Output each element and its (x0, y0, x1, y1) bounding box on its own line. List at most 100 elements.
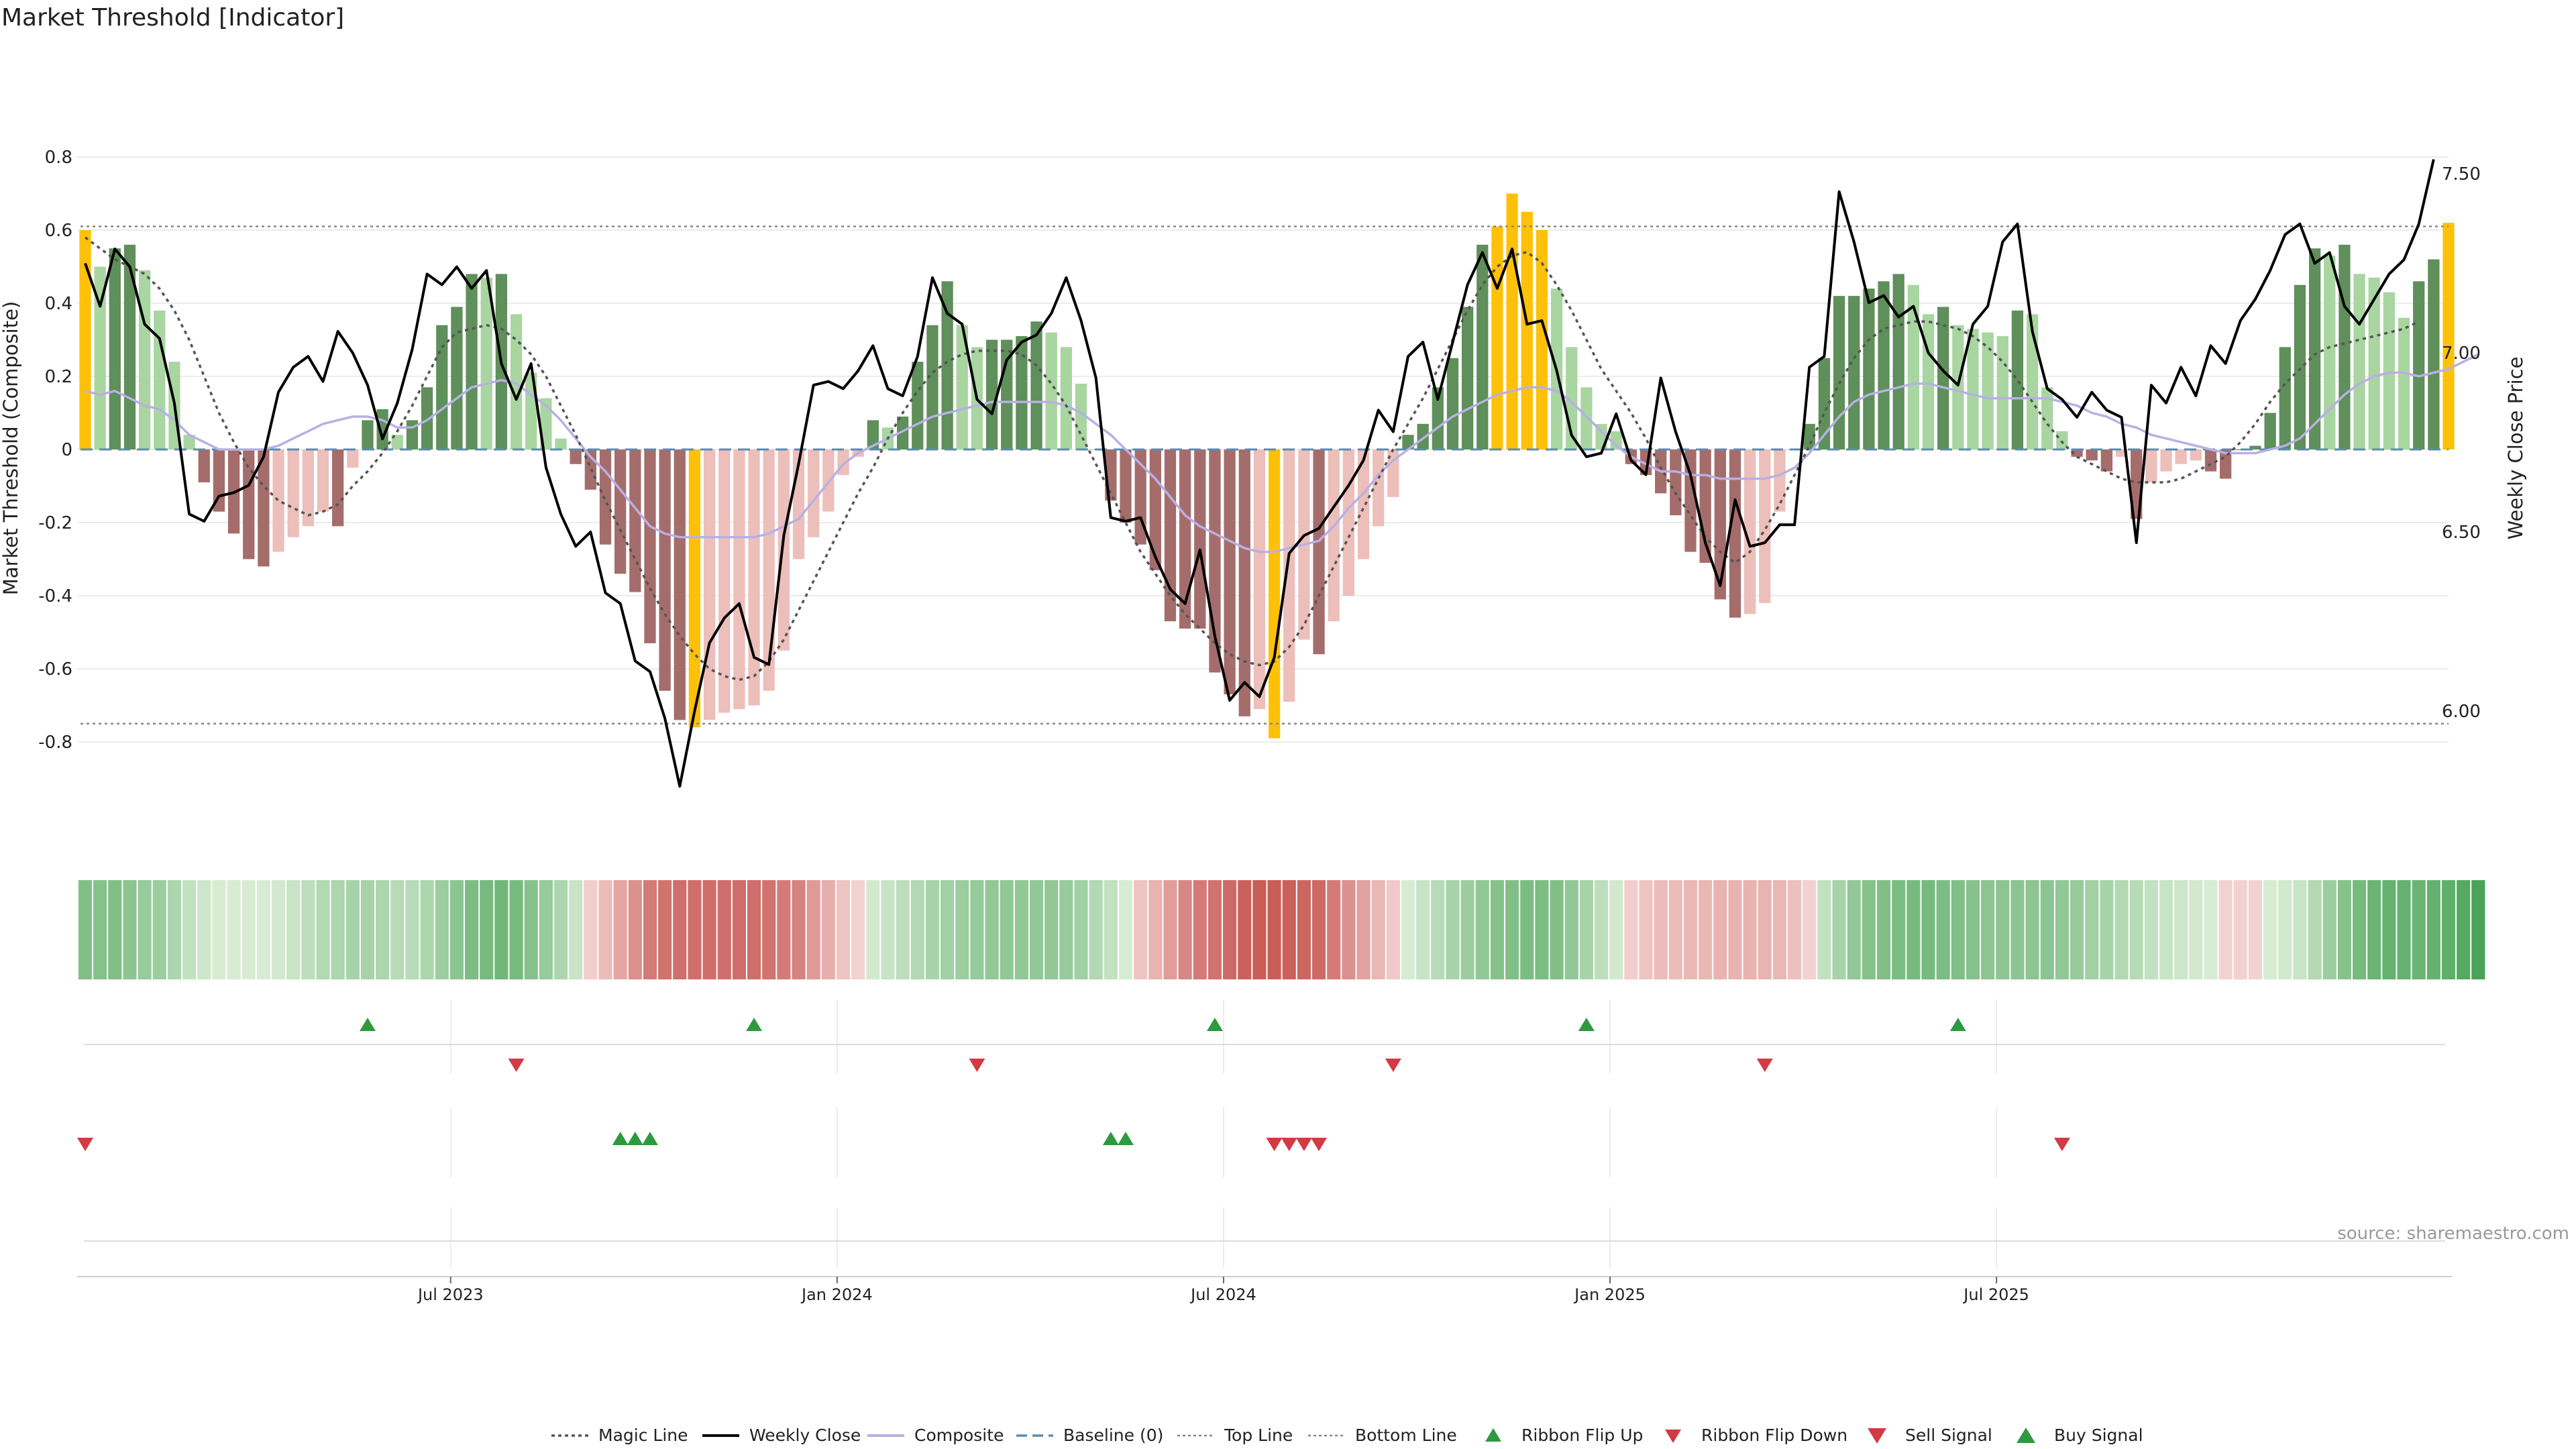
signal-rows (77, 1000, 2445, 1268)
ribbon-cell (925, 880, 940, 979)
composite-bar (1863, 288, 1875, 449)
ribbon-cell (241, 880, 256, 979)
composite-bar (1506, 193, 1518, 449)
composite-bar (2308, 248, 2321, 449)
composite-bar (2443, 223, 2455, 449)
buy-signal-marker (627, 1132, 643, 1145)
ribbon-cell (1327, 880, 1341, 979)
composite-bar (912, 362, 924, 449)
composite-bar (2041, 387, 2053, 449)
legend-swatch (1868, 1428, 1886, 1444)
composite-bar (1164, 449, 1177, 622)
buy-signal-marker (1102, 1132, 1119, 1145)
ribbon-cell (1609, 880, 1623, 979)
ribbon-cell (271, 880, 286, 979)
composite-bar (2324, 256, 2336, 449)
ribbon-cell (1356, 880, 1371, 979)
ribbon-cell (465, 880, 479, 979)
ribbon-flip-up-marker (746, 1018, 763, 1031)
ribbon-cell (2233, 880, 2247, 979)
composite-bar (1774, 449, 1786, 512)
legend-item: Top Line (1177, 1426, 1293, 1445)
ribbon-cell (1223, 880, 1237, 979)
ribbon-cell (2457, 880, 2471, 979)
composite-bar (2160, 449, 2172, 472)
composite-bar (808, 449, 820, 537)
ribbon-cell (420, 880, 434, 979)
ribbon-cell (806, 880, 820, 979)
ribbon-cell (2159, 880, 2174, 979)
ribbon-cell (1208, 880, 1222, 979)
ribbon-cell (1386, 880, 1400, 979)
ribbon-cell (256, 880, 270, 979)
lines (80, 159, 2479, 788)
composite-bar (1967, 329, 1979, 449)
legend-label: Composite (914, 1426, 1004, 1445)
ribbon-cell (1311, 880, 1326, 979)
ribbon-cell (2278, 880, 2292, 979)
legend-label: Weekly Close (749, 1426, 861, 1445)
composite-bar (2220, 449, 2232, 479)
ribbon-cell (376, 880, 390, 979)
composite-bar (629, 449, 641, 592)
composite-bar (1402, 435, 1414, 449)
composite-bar (1328, 449, 1340, 622)
composite-bar (1016, 336, 1028, 449)
composite-bar (1238, 449, 1250, 716)
ribbon-cell (896, 880, 910, 979)
ribbon-cell (1029, 880, 1044, 979)
ribbon-cell (1460, 880, 1474, 979)
ribbon-cell (2144, 880, 2158, 979)
chart-title: Market Threshold [Indicator] (1, 4, 344, 32)
ribbon-cell (331, 880, 345, 979)
composite-bar (1179, 449, 1191, 629)
ribbon-cell (702, 880, 716, 979)
ribbon-cell (1624, 880, 1638, 979)
ribbon-cell (539, 880, 553, 979)
ribbon-flip-down-marker (969, 1059, 985, 1072)
ribbon-cell (212, 880, 226, 979)
composite-bar (1743, 449, 1756, 614)
composite-bar (555, 438, 567, 449)
ribbon-cell (108, 880, 122, 979)
axes: 0.8 0.6 0.4 0.2 0 -0.2 -0.4 -0.6 -0.8 7.50 7.00 6.5… (38, 148, 2481, 1304)
composite-bar (2353, 274, 2365, 449)
composite-bar (138, 270, 151, 449)
composite-bar (2383, 292, 2396, 449)
composite-bar (644, 449, 656, 643)
composite-bar (777, 449, 790, 651)
composite-bar (1149, 449, 1161, 570)
composite-bar (1521, 211, 1533, 449)
ribbon-cell (2426, 880, 2440, 979)
ribbon-cell (985, 880, 999, 979)
ribbon-cell (138, 880, 152, 979)
legend-label: Sell Signal (1905, 1426, 1992, 1445)
composite-bar (2115, 449, 2128, 457)
composite-bar (1477, 244, 1489, 449)
ribbon-cell (1728, 880, 1742, 979)
composite-bar (941, 281, 953, 449)
sell-signal-marker (77, 1138, 93, 1151)
y-tick-label: 0.6 (45, 221, 72, 241)
buy-signal-marker (641, 1132, 658, 1145)
ribbon-cell (2412, 880, 2426, 979)
ribbon-cell (836, 880, 851, 979)
composite-bar (1268, 449, 1281, 739)
ribbon-cell (1074, 880, 1088, 979)
composite-bar (1922, 314, 1935, 449)
composite-bar (2071, 449, 2083, 457)
y-tick-label: -0.2 (38, 513, 72, 533)
ribbon-flip-up-marker (1206, 1018, 1223, 1031)
ribbon-cell (673, 880, 687, 979)
composite-bar (1357, 449, 1370, 559)
composite-bar (2011, 310, 2024, 449)
composite-bar (1461, 307, 1474, 449)
ribbon-cell (78, 880, 93, 979)
composite-bar (2294, 284, 2306, 449)
composite-bar (688, 449, 701, 728)
ribbon-cell (509, 880, 523, 979)
composite-bar (94, 266, 106, 449)
composite-bar (1670, 449, 1682, 516)
ribbon-cell (405, 880, 419, 979)
composite-bar (1387, 449, 1399, 497)
